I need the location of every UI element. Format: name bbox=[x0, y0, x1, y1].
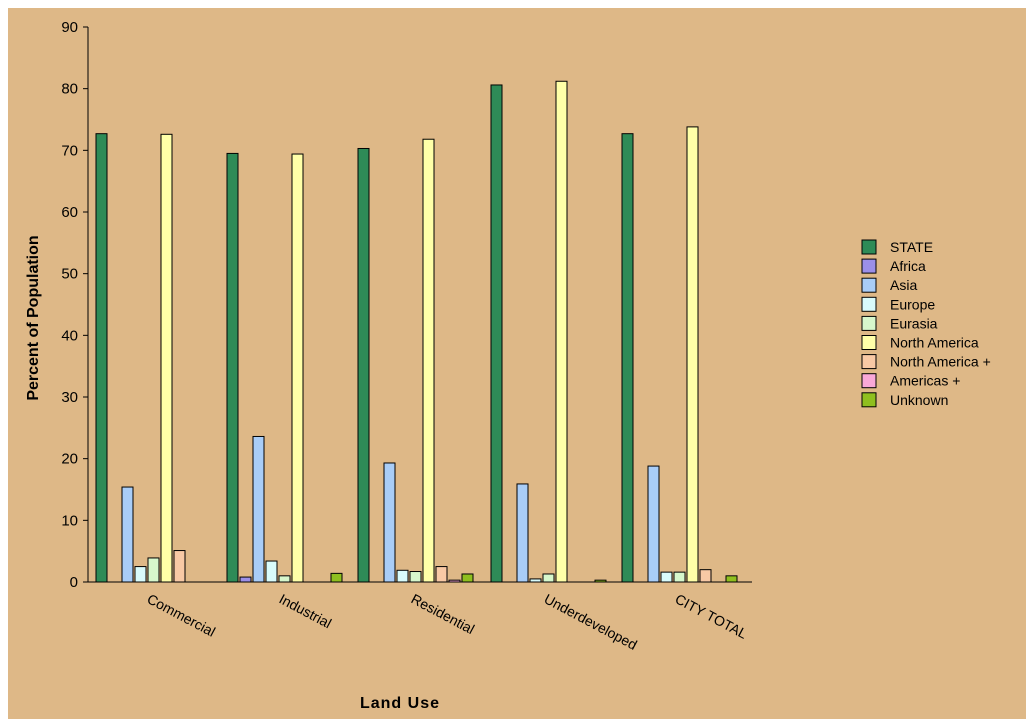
bar-eurasia-residential bbox=[409, 571, 422, 583]
legend-label-americas: Americas + bbox=[890, 373, 960, 389]
bar-unknown-residential bbox=[461, 573, 474, 583]
bar-state-underdeveloped bbox=[490, 84, 503, 583]
bar-north-america-industrial bbox=[291, 153, 304, 583]
y-tick-label: 90 bbox=[61, 19, 78, 36]
x-axis-title: Land Use bbox=[360, 695, 440, 712]
legend-label-north-america: North America + bbox=[890, 354, 991, 370]
y-tick-label: 70 bbox=[61, 142, 78, 159]
legend-label-europe: Europe bbox=[890, 296, 935, 312]
bar-eurasia-commercial bbox=[147, 557, 160, 583]
legend-swatch-eurasia bbox=[861, 315, 877, 331]
bar-unknown-city-total bbox=[725, 575, 738, 583]
bar-asia-residential bbox=[383, 462, 396, 583]
bars-layer bbox=[95, 80, 738, 583]
y-tick-label: 40 bbox=[61, 327, 78, 344]
bar-asia-city-total bbox=[647, 465, 660, 583]
bar-north-america-city-total bbox=[699, 569, 712, 583]
axes-layer bbox=[87, 27, 752, 583]
bar-north-america-commercial bbox=[160, 133, 173, 583]
y-ticks-layer: 0 10 20 30 40 50 60 70 80 90 bbox=[61, 19, 88, 591]
legend-swatch-north-america bbox=[861, 354, 877, 370]
y-tick-label: 80 bbox=[61, 81, 78, 98]
chart-background bbox=[8, 8, 1026, 719]
bar-state-commercial bbox=[95, 133, 108, 583]
bar-europe-residential bbox=[396, 569, 409, 583]
bar-asia-industrial bbox=[252, 435, 265, 583]
y-axis-title: Percent of Population bbox=[25, 235, 42, 400]
bar-north-america-residential bbox=[422, 138, 435, 583]
legend-swatch-africa bbox=[861, 258, 877, 274]
legend: STATE Africa Asia Europe Eurasia North Americ… bbox=[861, 239, 991, 408]
bar-eurasia-city-total bbox=[673, 571, 686, 583]
bar-europe-industrial bbox=[265, 560, 278, 583]
bar-eurasia-underdeveloped bbox=[542, 573, 555, 583]
category-labels-layer: Commercial Industrial Residential Underdeve… bbox=[145, 591, 751, 653]
legend-swatch-americas bbox=[861, 373, 877, 389]
legend-swatch-asia bbox=[861, 277, 877, 293]
bar-state-city-total bbox=[621, 133, 634, 583]
y-tick-label: 10 bbox=[61, 512, 78, 529]
legend-label-state: STATE bbox=[890, 239, 933, 255]
bar-north-america-commercial bbox=[173, 550, 186, 583]
y-tick-label: 20 bbox=[61, 451, 78, 468]
bar-state-industrial bbox=[226, 152, 239, 583]
bar-asia-commercial bbox=[121, 486, 134, 583]
category-label: Residential bbox=[409, 591, 478, 638]
legend-swatch-unknown bbox=[861, 392, 877, 408]
bar-north-america-city-total bbox=[686, 126, 699, 583]
bar-unknown-industrial bbox=[330, 572, 343, 583]
bar-europe-commercial bbox=[134, 566, 147, 583]
legend-label-north-america: North America bbox=[890, 335, 979, 351]
bar-asia-underdeveloped bbox=[516, 483, 529, 583]
y-tick-label: 60 bbox=[61, 204, 78, 221]
bar-europe-city-total bbox=[660, 571, 673, 583]
legend-swatch-state bbox=[861, 239, 877, 255]
legend-label-eurasia: Eurasia bbox=[890, 315, 938, 331]
bar-north-america-residential bbox=[435, 566, 448, 583]
bar-eurasia-industrial bbox=[278, 575, 291, 583]
category-label: Commercial bbox=[145, 591, 218, 640]
bar-state-residential bbox=[357, 147, 370, 583]
legend-label-africa: Africa bbox=[890, 258, 926, 274]
bar-africa-industrial bbox=[239, 576, 252, 583]
y-tick-label: 30 bbox=[61, 389, 78, 406]
legend-label-unknown: Unknown bbox=[890, 392, 948, 408]
legend-swatch-north-america bbox=[861, 335, 877, 350]
category-label: CITY TOTAL bbox=[673, 591, 751, 642]
bar-north-america-underdeveloped bbox=[555, 80, 568, 583]
y-tick-label: 0 bbox=[70, 574, 78, 591]
y-tick-label: 50 bbox=[61, 266, 78, 283]
legend-swatch-europe bbox=[861, 296, 877, 312]
category-label: Industrial bbox=[277, 591, 335, 632]
legend-label-asia: Asia bbox=[890, 277, 917, 293]
category-label: Underdeveloped bbox=[542, 591, 640, 653]
